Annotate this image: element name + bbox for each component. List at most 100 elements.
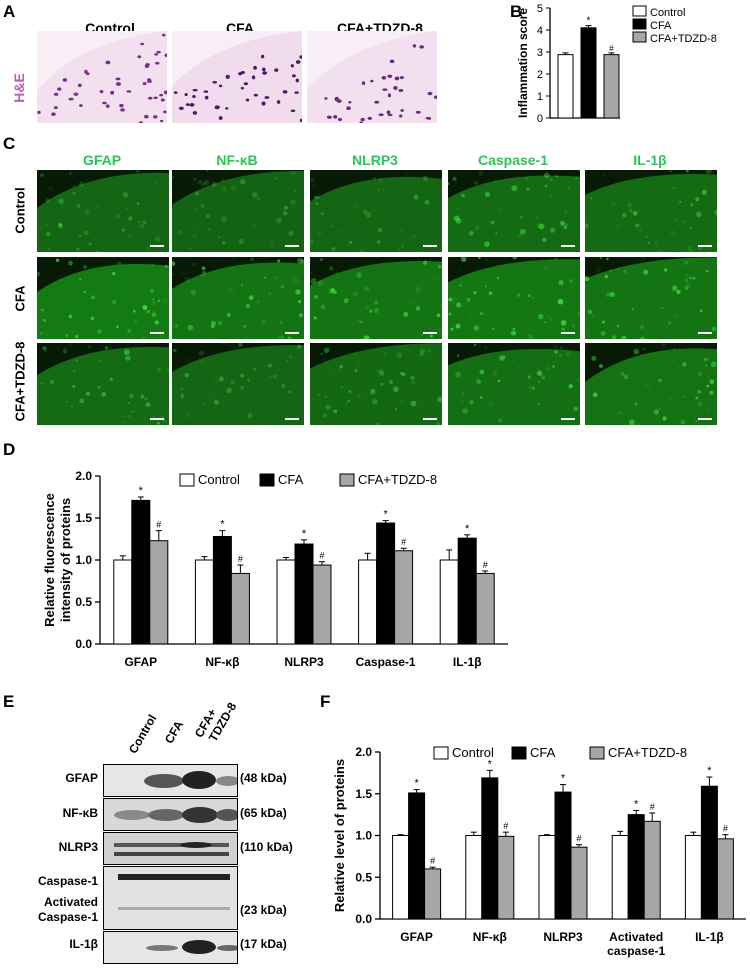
significance-mark: * (587, 16, 591, 27)
significance-mark: # (156, 520, 161, 530)
bar-activated-caspase-1-0 (611, 835, 629, 920)
panel-label-c: C (3, 134, 16, 153)
bar-il-1--1 (700, 785, 718, 920)
if-image-1-0 (37, 257, 169, 339)
if-marker-nfkb: NF-κB (216, 152, 258, 168)
bar-il-1--0 (684, 835, 702, 920)
he-tissue-cfa-tdzd8 (307, 31, 437, 123)
y-tick-label: 3 (537, 47, 543, 59)
wb-kda-gfap: (48 kDa) (240, 771, 287, 785)
wb-blot-gfap (103, 764, 238, 797)
legend-label-2: CFA+TDZD-8 (608, 745, 687, 760)
legend-label-2: CFA+TDZD-8 (650, 33, 717, 45)
panel-label-a: A (3, 2, 16, 21)
y-tick-label: 1.0 (75, 553, 92, 567)
category-label: caspase-1 (607, 944, 665, 958)
category-label: GFAP (124, 655, 157, 669)
wb-lane-cfa: CFA (161, 718, 186, 746)
bar-il-1--1 (457, 537, 477, 645)
legend-item-0: Control (632, 5, 685, 19)
bar-gfap-0 (113, 559, 133, 645)
if-image-1-2 (310, 257, 442, 339)
if-image-0-0 (37, 170, 169, 252)
legend-item-2: CFA+TDZD-8 (339, 472, 437, 487)
wb-label-nfkb: NF-κB (62, 806, 98, 820)
category-label: Activated (609, 930, 663, 944)
bar-nf--1 (481, 777, 499, 920)
y-tick-label: 4 (537, 25, 543, 37)
wb-kda-il1b: (17 kDa) (240, 937, 287, 951)
wb-label-nlrp3: NLRP3 (58, 840, 98, 854)
wb-label-activated: Activated (43, 895, 98, 909)
panel-label-b: B (510, 2, 523, 21)
wb-label-il1b: IL-1β (69, 937, 98, 951)
if-marker-nlrp3: NLRP3 (352, 152, 398, 168)
bar-inflammation-score-2 (603, 54, 620, 119)
y-tick-label: 0.0 (355, 912, 372, 926)
y-tick-label: 0.5 (75, 595, 92, 609)
bar-nlrp3-2 (570, 846, 588, 920)
legend-label-0: Control (650, 7, 685, 19)
significance-mark: * (707, 765, 712, 777)
significance-mark: # (576, 834, 581, 844)
bar-nf--0 (194, 559, 214, 645)
bar-caspase-1-0 (358, 559, 378, 645)
legend-item-1: CFA (259, 472, 304, 487)
chart-d: 0.0 0.5 1.0 1.5 2.0 Relative fluorescence inte… (42, 469, 508, 669)
legend-item-1: CFA (511, 745, 556, 760)
significance-mark: # (503, 821, 508, 831)
bar-nlrp3-0 (276, 559, 296, 645)
significance-mark: # (723, 824, 728, 834)
legend-label-1: CFA (650, 20, 672, 32)
legend-label-0: Control (452, 745, 494, 760)
bar-caspase-1-2 (394, 550, 414, 645)
significance-mark: * (220, 519, 225, 531)
he-image-cfa-tdzd8 (307, 31, 437, 123)
bar-nlrp3-2 (312, 564, 332, 645)
category-label: NLRP3 (284, 655, 324, 669)
panel-label-d: D (3, 440, 16, 459)
y-axis-label: intensity of proteins (58, 498, 73, 622)
bar-nlrp3-1 (294, 543, 314, 645)
y-tick-label: 1.0 (355, 829, 372, 843)
if-image-0-1 (172, 170, 304, 252)
if-marker-il1b: IL-1β (633, 152, 667, 168)
if-row-cfa-tdzd8: CFA+TDZD-8 (12, 341, 28, 422)
wb-kda-activated-caspase1: (23 kDa) (240, 903, 287, 917)
significance-mark: # (430, 856, 435, 866)
legend-item-0: Control (179, 472, 240, 487)
legend-label-1: CFA (530, 745, 556, 760)
if-image-2-1 (172, 343, 304, 425)
legend-label-2: CFA+TDZD-8 (358, 472, 437, 487)
panel-label-f: F (320, 692, 331, 711)
he-image-cfa (172, 31, 302, 123)
legend-item-2: CFA+TDZD-8 (589, 745, 687, 760)
bar-il-1--0 (439, 559, 459, 645)
y-axis-label: Inflammation score (516, 8, 530, 118)
category-label: IL-1β (453, 655, 482, 669)
if-row-cfa: CFA (12, 285, 28, 312)
he-tissue-control (37, 31, 167, 123)
y-tick-label: 1.5 (355, 787, 372, 801)
wb-lane-control: Control (125, 712, 160, 756)
if-row-control: Control (12, 187, 28, 234)
he-tissue-cfa (172, 31, 302, 123)
y-axis-label: Relative level of proteins (332, 759, 347, 912)
category-label: Caspase-1 (356, 655, 416, 669)
category-label: IL-1β (695, 930, 724, 944)
wb-blot-nlrp3 (103, 832, 238, 865)
bar-gfap-2 (424, 868, 442, 920)
significance-mark: * (488, 758, 493, 770)
y-tick-label: 0 (537, 113, 543, 125)
if-image-0-4 (585, 170, 717, 252)
if-image-1-1 (172, 257, 304, 339)
category-label: GFAP (400, 930, 433, 944)
significance-mark: * (383, 509, 388, 521)
he-stain-label: H&E (11, 73, 27, 103)
bar-nf--1 (212, 535, 232, 645)
bar-gfap-2 (149, 540, 169, 645)
significance-mark: # (401, 537, 406, 547)
legend-label-1: CFA (278, 472, 304, 487)
wb-blot-caspase1 (103, 866, 238, 930)
wb-label-gfap: GFAP (65, 771, 98, 785)
